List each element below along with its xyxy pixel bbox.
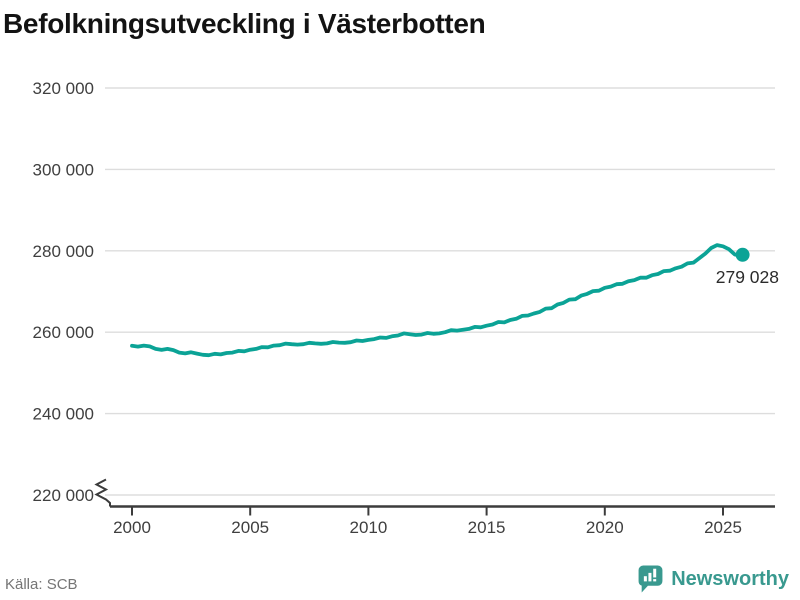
x-axis-tick-label: 2000 [113,518,151,537]
y-axis-break-icon [94,478,111,507]
source-note: Källa: SCB [5,576,78,593]
y-axis-tick-label: 320 000 [33,79,94,98]
x-axis-tick-label: 2020 [586,518,624,537]
newsworthy-brand: Newsworthy [638,565,789,593]
x-axis-tick-label: 2015 [468,518,506,537]
y-axis-tick-label: 280 000 [33,242,94,261]
y-axis-tick-label: 300 000 [33,160,94,179]
newsworthy-logo-icon [638,565,663,593]
series-end-point [735,247,750,262]
population-series-line [130,243,745,358]
newsworthy-brand-label: Newsworthy [671,567,789,590]
y-axis-tick-label: 260 000 [33,323,94,342]
logo-bar-chart-glyph [644,568,657,582]
x-axis-tick-label: 2005 [231,518,269,537]
x-axis-tick-label: 2025 [704,518,742,537]
end-value-label: 279 028 [716,267,779,287]
y-axis-tick-label: 240 000 [33,405,94,424]
x-axis-tick-label: 2010 [349,518,387,537]
chart-title: Befolkningsutveckling i Västerbotten [3,8,486,39]
y-axis-tick-label: 220 000 [33,486,94,505]
